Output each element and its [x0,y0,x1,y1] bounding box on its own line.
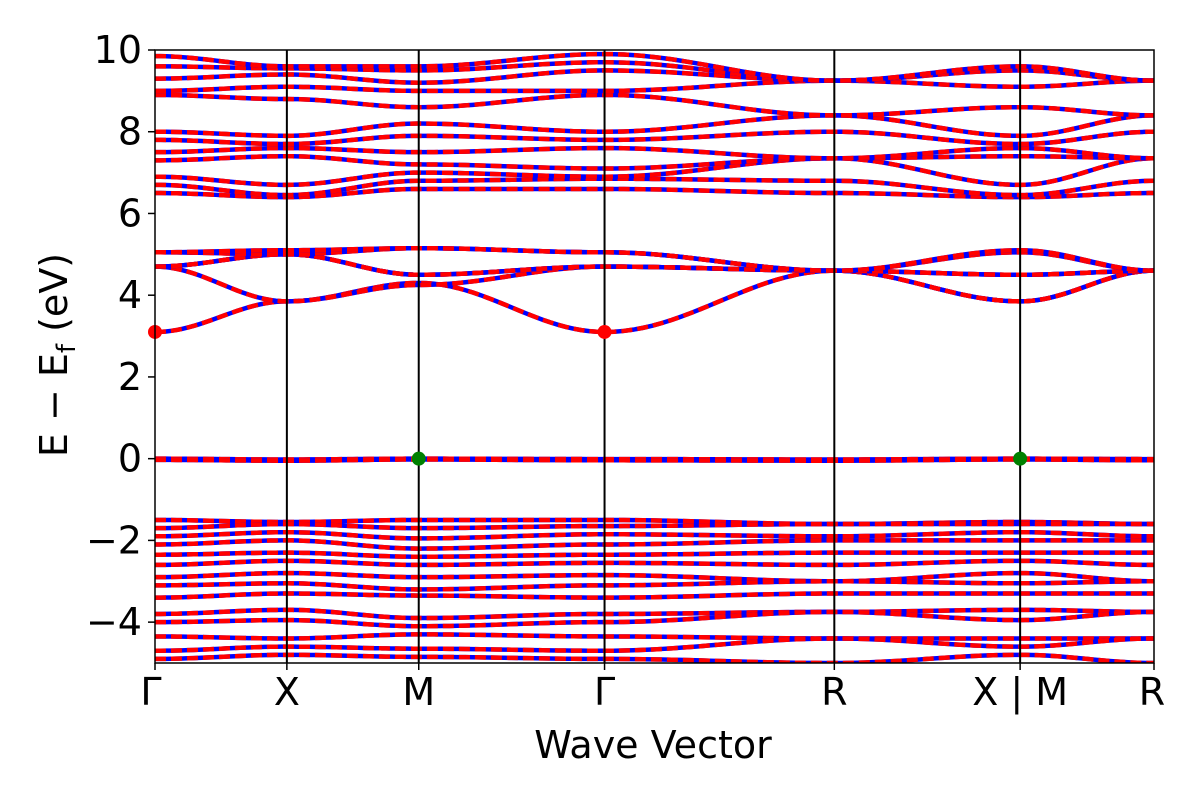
band-line-overlay-7 [155,457,1154,463]
band-line-overlay-21 [155,521,1154,531]
y-tick-label: 8 [118,110,142,154]
x-tick-label: Γ [140,670,161,714]
band-line-overlay-22 [155,529,1154,541]
band-line-14 [155,113,1154,139]
extrema-markers [148,324,1028,466]
band-line-overlay-23 [155,538,1154,551]
band-line-overlay-25 [155,558,1154,568]
band-line-1 [155,264,1154,304]
x-tick-label: X | M [972,670,1068,715]
x-tick-label: Γ [594,670,615,714]
band-line-overlay-29 [155,607,1154,621]
band-line-overlay-17 [155,68,1154,85]
band-line-overlay-15 [155,92,1154,118]
extremum-marker-2 [411,451,426,466]
band-line-overlay-9 [155,176,1154,198]
y-axis-label: E − Ef (eV) [32,253,82,457]
y-tick-label: 0 [118,437,142,481]
band-line-overlay-24 [155,550,1154,560]
band-line-overlay-1 [155,264,1154,304]
band-line-overlay-31 [155,632,1154,641]
plot-frame [154,49,1155,664]
x-tick-label: M [402,670,435,714]
y-tick-label: −4 [86,600,142,644]
band-line-overlay-3 [155,252,1154,278]
band-line-overlay-26 [155,570,1154,584]
y-axis-label-subscript: f [52,343,82,353]
y-axis-label-unit: (eV) [32,253,76,344]
band-line-overlay-16 [155,78,1154,94]
kpoint-divider-lines [285,50,1022,663]
extremum-marker-1 [597,324,612,339]
band-line-overlay-33 [155,652,1154,663]
y-axis-label-main: E − E [32,353,76,457]
y-tick-label: −2 [86,518,142,562]
x-tick-label: R [1139,670,1165,714]
y-axis-ticks: −4 −2 0 2 4 6 8 10 [86,28,155,644]
x-axis-ticks: Γ X M Γ R X | M R [140,663,1165,715]
y-tick-label: 2 [118,355,142,399]
extremum-marker-3 [1013,451,1028,466]
bands-layer [155,51,1154,663]
band-line-overlay-11 [155,153,1154,171]
x-axis-label: Wave Vector [534,723,772,767]
band-line-overlay-28 [155,591,1154,600]
y-tick-label: 4 [118,273,142,317]
x-tick-label: R [821,670,847,714]
x-tick-label: X [274,670,300,714]
y-tick-label: 6 [118,191,142,235]
band-line-overlay-14 [155,113,1154,139]
y-tick-label: 10 [94,28,142,72]
band-line-overlay-27 [155,579,1154,592]
